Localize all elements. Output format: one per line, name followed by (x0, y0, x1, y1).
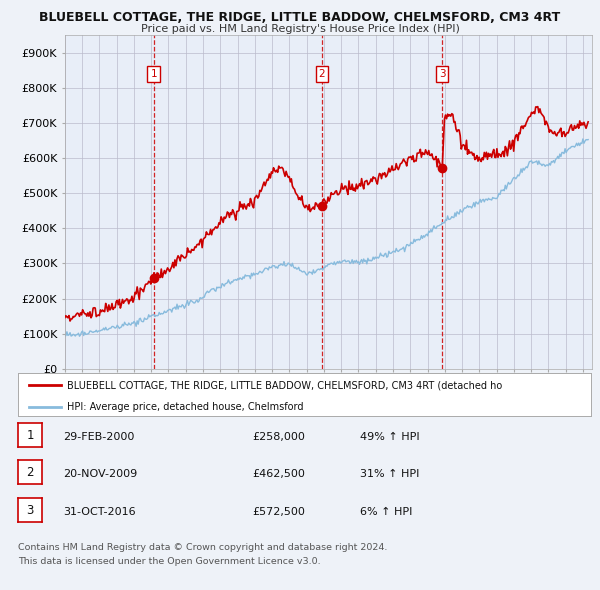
Text: 2: 2 (26, 466, 34, 479)
Text: 29-FEB-2000: 29-FEB-2000 (63, 432, 134, 441)
Text: £258,000: £258,000 (252, 432, 305, 441)
Text: £462,500: £462,500 (252, 469, 305, 478)
Text: 2: 2 (319, 69, 325, 79)
Text: 6% ↑ HPI: 6% ↑ HPI (360, 507, 412, 516)
Text: This data is licensed under the Open Government Licence v3.0.: This data is licensed under the Open Gov… (18, 558, 320, 566)
Text: 1: 1 (26, 429, 34, 442)
Text: BLUEBELL COTTAGE, THE RIDGE, LITTLE BADDOW, CHELMSFORD, CM3 4RT: BLUEBELL COTTAGE, THE RIDGE, LITTLE BADD… (40, 11, 560, 24)
Text: 3: 3 (439, 69, 445, 79)
Text: HPI: Average price, detached house, Chelmsford: HPI: Average price, detached house, Chel… (67, 402, 303, 412)
Text: Price paid vs. HM Land Registry's House Price Index (HPI): Price paid vs. HM Land Registry's House … (140, 24, 460, 34)
Text: £572,500: £572,500 (252, 507, 305, 516)
Text: 1: 1 (151, 69, 157, 79)
Text: 31-OCT-2016: 31-OCT-2016 (63, 507, 136, 516)
Text: BLUEBELL COTTAGE, THE RIDGE, LITTLE BADDOW, CHELMSFORD, CM3 4RT (detached ho: BLUEBELL COTTAGE, THE RIDGE, LITTLE BADD… (67, 381, 502, 391)
Text: 31% ↑ HPI: 31% ↑ HPI (360, 469, 419, 478)
Text: 3: 3 (26, 504, 34, 517)
Text: 49% ↑ HPI: 49% ↑ HPI (360, 432, 419, 441)
Text: Contains HM Land Registry data © Crown copyright and database right 2024.: Contains HM Land Registry data © Crown c… (18, 543, 388, 552)
Text: 20-NOV-2009: 20-NOV-2009 (63, 469, 137, 478)
